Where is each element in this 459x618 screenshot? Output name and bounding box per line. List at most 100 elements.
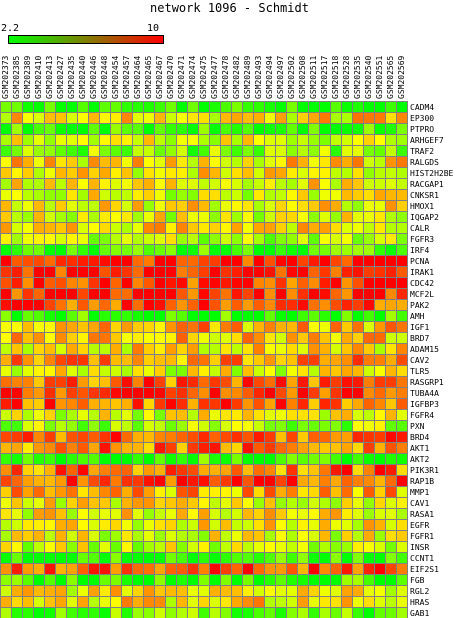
heatmap-cell xyxy=(276,311,286,321)
heatmap-cell xyxy=(199,553,209,563)
heatmap-cell xyxy=(342,212,352,222)
heatmap-cell xyxy=(232,157,242,167)
heatmap-cell xyxy=(166,190,176,200)
heatmap-cell xyxy=(155,454,165,464)
heatmap-cell xyxy=(353,432,363,442)
heatmap-cell xyxy=(1,278,11,288)
heatmap-cell xyxy=(375,509,385,519)
heatmap-cell xyxy=(221,520,231,530)
heatmap-cell xyxy=(386,322,396,332)
heatmap-cell xyxy=(1,377,11,387)
heatmap-cell xyxy=(232,608,242,618)
heatmap-cell xyxy=(56,476,66,486)
heatmap-cell xyxy=(364,201,374,211)
heatmap-cell xyxy=(353,586,363,596)
heatmap-cell xyxy=(1,432,11,442)
heatmap-cell xyxy=(320,179,330,189)
heatmap-cell xyxy=(254,443,264,453)
heatmap-cell xyxy=(100,168,110,178)
heatmap-cell xyxy=(265,212,275,222)
heatmap-cell xyxy=(364,146,374,156)
heatmap-cell xyxy=(243,311,253,321)
heatmap-cell xyxy=(100,344,110,354)
row-label: RASGRP1 xyxy=(410,378,444,387)
heatmap-cell xyxy=(56,157,66,167)
heatmap-cell xyxy=(386,597,396,607)
heatmap-cell xyxy=(89,465,99,475)
heatmap-cell xyxy=(287,509,297,519)
heatmap-cell xyxy=(56,278,66,288)
heatmap-cell xyxy=(144,322,154,332)
heatmap-cell xyxy=(276,553,286,563)
heatmap-cell xyxy=(221,278,231,288)
heatmap-cell xyxy=(298,113,308,123)
heatmap-cell xyxy=(397,586,407,596)
heatmap-cell xyxy=(12,234,22,244)
heatmap-cell xyxy=(133,377,143,387)
row-label: FGFR1 xyxy=(410,532,434,541)
heatmap-cell xyxy=(188,256,198,266)
heatmap-cell xyxy=(155,234,165,244)
heatmap-cell xyxy=(34,432,44,442)
heatmap-cell xyxy=(111,146,121,156)
heatmap-cell xyxy=(1,542,11,552)
heatmap-cell xyxy=(56,432,66,442)
heatmap-cell xyxy=(320,245,330,255)
heatmap-cell xyxy=(298,300,308,310)
heatmap-cell xyxy=(309,124,319,134)
heatmap-cell xyxy=(34,102,44,112)
heatmap-cell xyxy=(166,168,176,178)
heatmap-cell xyxy=(78,344,88,354)
heatmap-cell xyxy=(364,135,374,145)
heatmap-cell xyxy=(144,278,154,288)
heatmap-cell xyxy=(67,465,77,475)
heatmap-cell xyxy=(122,553,132,563)
heatmap-cell xyxy=(254,476,264,486)
heatmap-cell xyxy=(331,575,341,585)
heatmap-cell xyxy=(67,146,77,156)
heatmap-cell xyxy=(221,190,231,200)
heatmap-cell xyxy=(342,113,352,123)
heatmap-cell xyxy=(331,487,341,497)
row-label: PIK3R1 xyxy=(410,466,439,475)
heatmap-cell xyxy=(34,399,44,409)
heatmap-cell xyxy=(155,245,165,255)
heatmap-cell xyxy=(111,542,121,552)
heatmap-cell xyxy=(386,399,396,409)
heatmap-cell xyxy=(397,575,407,585)
heatmap-cell xyxy=(188,509,198,519)
heatmap-cell xyxy=(397,267,407,277)
heatmap-cell xyxy=(210,443,220,453)
heatmap-cell xyxy=(221,597,231,607)
heatmap-cell xyxy=(34,553,44,563)
heatmap-cell xyxy=(155,575,165,585)
heatmap-cell xyxy=(221,267,231,277)
heatmap-cell xyxy=(133,256,143,266)
heatmap-cell xyxy=(111,135,121,145)
heatmap-cell xyxy=(287,333,297,343)
heatmap-cell xyxy=(353,355,363,365)
heatmap-cell xyxy=(199,124,209,134)
heatmap-cell xyxy=(155,157,165,167)
heatmap-cell xyxy=(188,542,198,552)
heatmap-cell xyxy=(177,366,187,376)
heatmap-cell xyxy=(45,146,55,156)
heatmap-cell xyxy=(298,344,308,354)
heatmap-cell xyxy=(210,168,220,178)
heatmap-cell xyxy=(199,245,209,255)
heatmap-cell xyxy=(221,212,231,222)
heatmap-cell xyxy=(23,289,33,299)
heatmap-cell xyxy=(265,267,275,277)
heatmap-cell xyxy=(188,201,198,211)
heatmap-cell xyxy=(188,278,198,288)
heatmap-cell xyxy=(353,245,363,255)
heatmap-cell xyxy=(89,432,99,442)
heatmap-cell xyxy=(397,322,407,332)
heatmap-cell xyxy=(100,487,110,497)
heatmap-cell xyxy=(243,190,253,200)
heatmap-cell xyxy=(1,421,11,431)
row-label: EIF2S1 xyxy=(410,565,439,574)
heatmap-cell xyxy=(23,102,33,112)
heatmap-cell xyxy=(375,366,385,376)
heatmap-cell xyxy=(89,575,99,585)
